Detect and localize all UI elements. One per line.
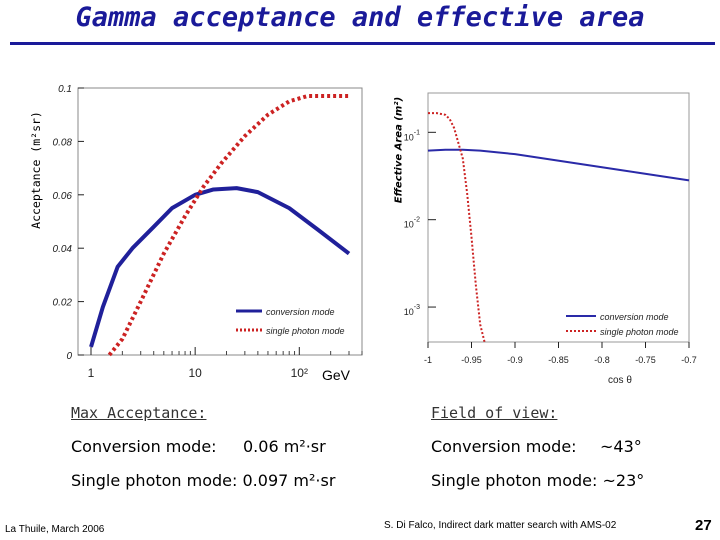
acceptance-y-tick-label: 0.02 <box>53 298 73 309</box>
fov-conversion-label: Conversion mode: <box>431 437 577 456</box>
fov-single-photon: Single photon mode: ~23° <box>431 471 645 490</box>
acceptance-conversion-value: 0.06 m²·sr <box>243 437 326 456</box>
acceptance-y-tick-label: 0.04 <box>53 244 73 255</box>
effective-area-x-tick-label: -0.9 <box>507 355 523 365</box>
effective-area-x-tick-label: -0.95 <box>461 355 482 365</box>
acceptance-x-tick-label: 10² <box>291 366 308 380</box>
effective-area-series-conversion-mode <box>427 148 690 182</box>
acceptance-single-photon: Single photon mode: 0.097 m²·sr <box>71 471 336 490</box>
acceptance-x-tick-label: 10 <box>188 366 202 380</box>
effective-area-legend-label: single photon mode <box>600 327 679 337</box>
effective-area-legend-label: conversion mode <box>600 312 669 322</box>
effective-area-x-axis-label: cos θ <box>608 375 632 386</box>
acceptance-series-single-photon-mode <box>107 94 349 357</box>
max-acceptance-label: Max Acceptance: <box>71 404 207 422</box>
effective-area-x-tick-label: -0.85 <box>548 355 569 365</box>
footer-venue: La Thuile, March 2006 <box>5 524 105 535</box>
slide-title: Gamma acceptance and effective area <box>75 2 645 33</box>
acceptance-x-tick-label: 1 <box>88 366 95 380</box>
effective-area-y-tick-label: 10-3 <box>404 304 420 317</box>
acceptance-y-tick-label: 0.1 <box>58 84 72 95</box>
acceptance-plot-frame <box>77 87 363 356</box>
effective-area-x-tick-label: -0.7 <box>681 355 697 365</box>
effective-area-plot-frame <box>427 92 690 343</box>
effective-area-y-tick-label: 10-1 <box>404 129 420 142</box>
acceptance-x-axis-label: GeV <box>322 367 351 383</box>
fov-conversion-value: ~43° <box>600 437 642 456</box>
effective-area-x-tick-label: -1 <box>424 355 432 365</box>
title-rule <box>10 42 715 45</box>
acceptance-legend-label: conversion mode <box>266 307 335 317</box>
acceptance-y-tick-label: 0.08 <box>53 137 73 148</box>
footer-author: S. Di Falco, Indirect dark matter search… <box>384 520 617 531</box>
acceptance-y-tick-label: 0 <box>66 351 72 362</box>
field-of-view-label: Field of view: <box>431 404 558 422</box>
page-number: 27 <box>695 517 712 534</box>
effective-area-x-tick-label: -0.75 <box>635 355 656 365</box>
acceptance-conversion-label: Conversion mode: <box>71 437 217 456</box>
acceptance-series-conversion-mode <box>89 186 351 348</box>
effective-area-y-tick-label: 10-2 <box>404 217 420 230</box>
acceptance-legend-label: single photon mode <box>266 326 345 336</box>
acceptance-y-tick-label: 0.06 <box>53 191 73 202</box>
effective-area-series-single-photon-mode <box>428 112 486 343</box>
effective-area-x-tick-label: -0.8 <box>594 355 610 365</box>
